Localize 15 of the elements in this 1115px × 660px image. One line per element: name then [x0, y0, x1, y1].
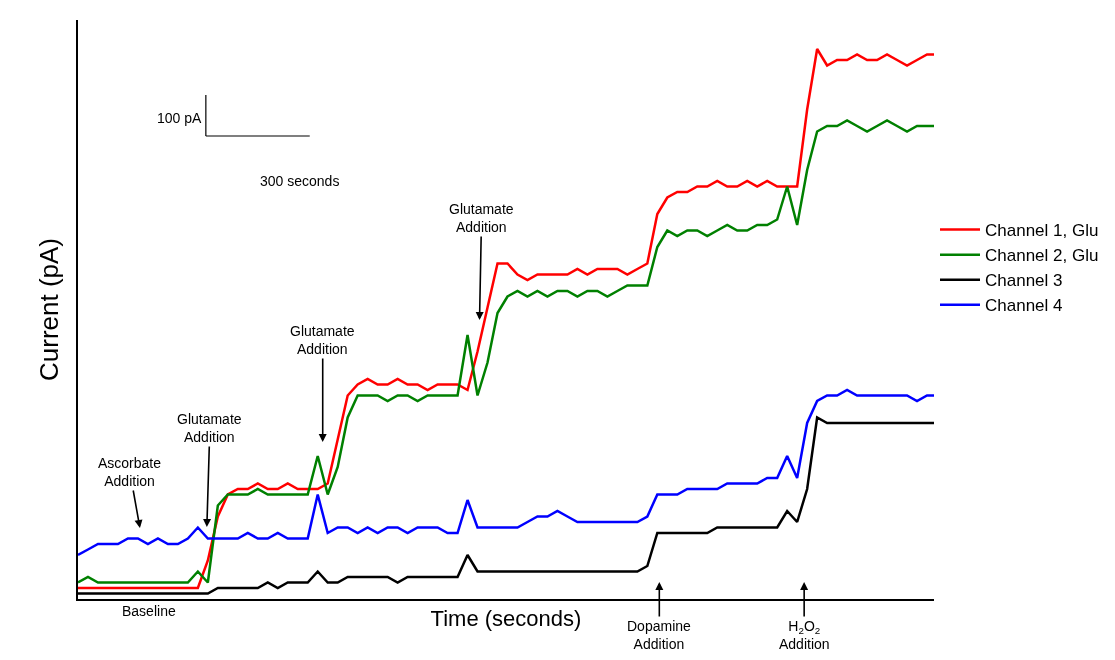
- text: Dopamine Addition: [627, 618, 692, 653]
- y-axis-title: Current (pA): [33, 237, 64, 382]
- legend-label: Channel 2, Glu: [985, 246, 1099, 266]
- x-axis-title: Time (seconds): [430, 605, 582, 631]
- legend-label: Channel 3: [985, 271, 1063, 291]
- text: H$_{2}$O$_{2}$ Addition: [779, 618, 830, 653]
- annotation: Glutamate Addition: [177, 411, 242, 446]
- annotation: Glutamate Addition: [449, 201, 514, 236]
- annotation: 300 seconds: [260, 173, 340, 189]
- text: Baseline: [122, 603, 176, 619]
- legend-label: Channel 4: [985, 296, 1063, 316]
- annotation: Glutamate Addition: [290, 323, 355, 358]
- annotation: 100 pA: [157, 110, 203, 126]
- legend-label: Channel 1, Glu: [985, 221, 1099, 241]
- annotation: Ascorbate Addition: [98, 455, 162, 490]
